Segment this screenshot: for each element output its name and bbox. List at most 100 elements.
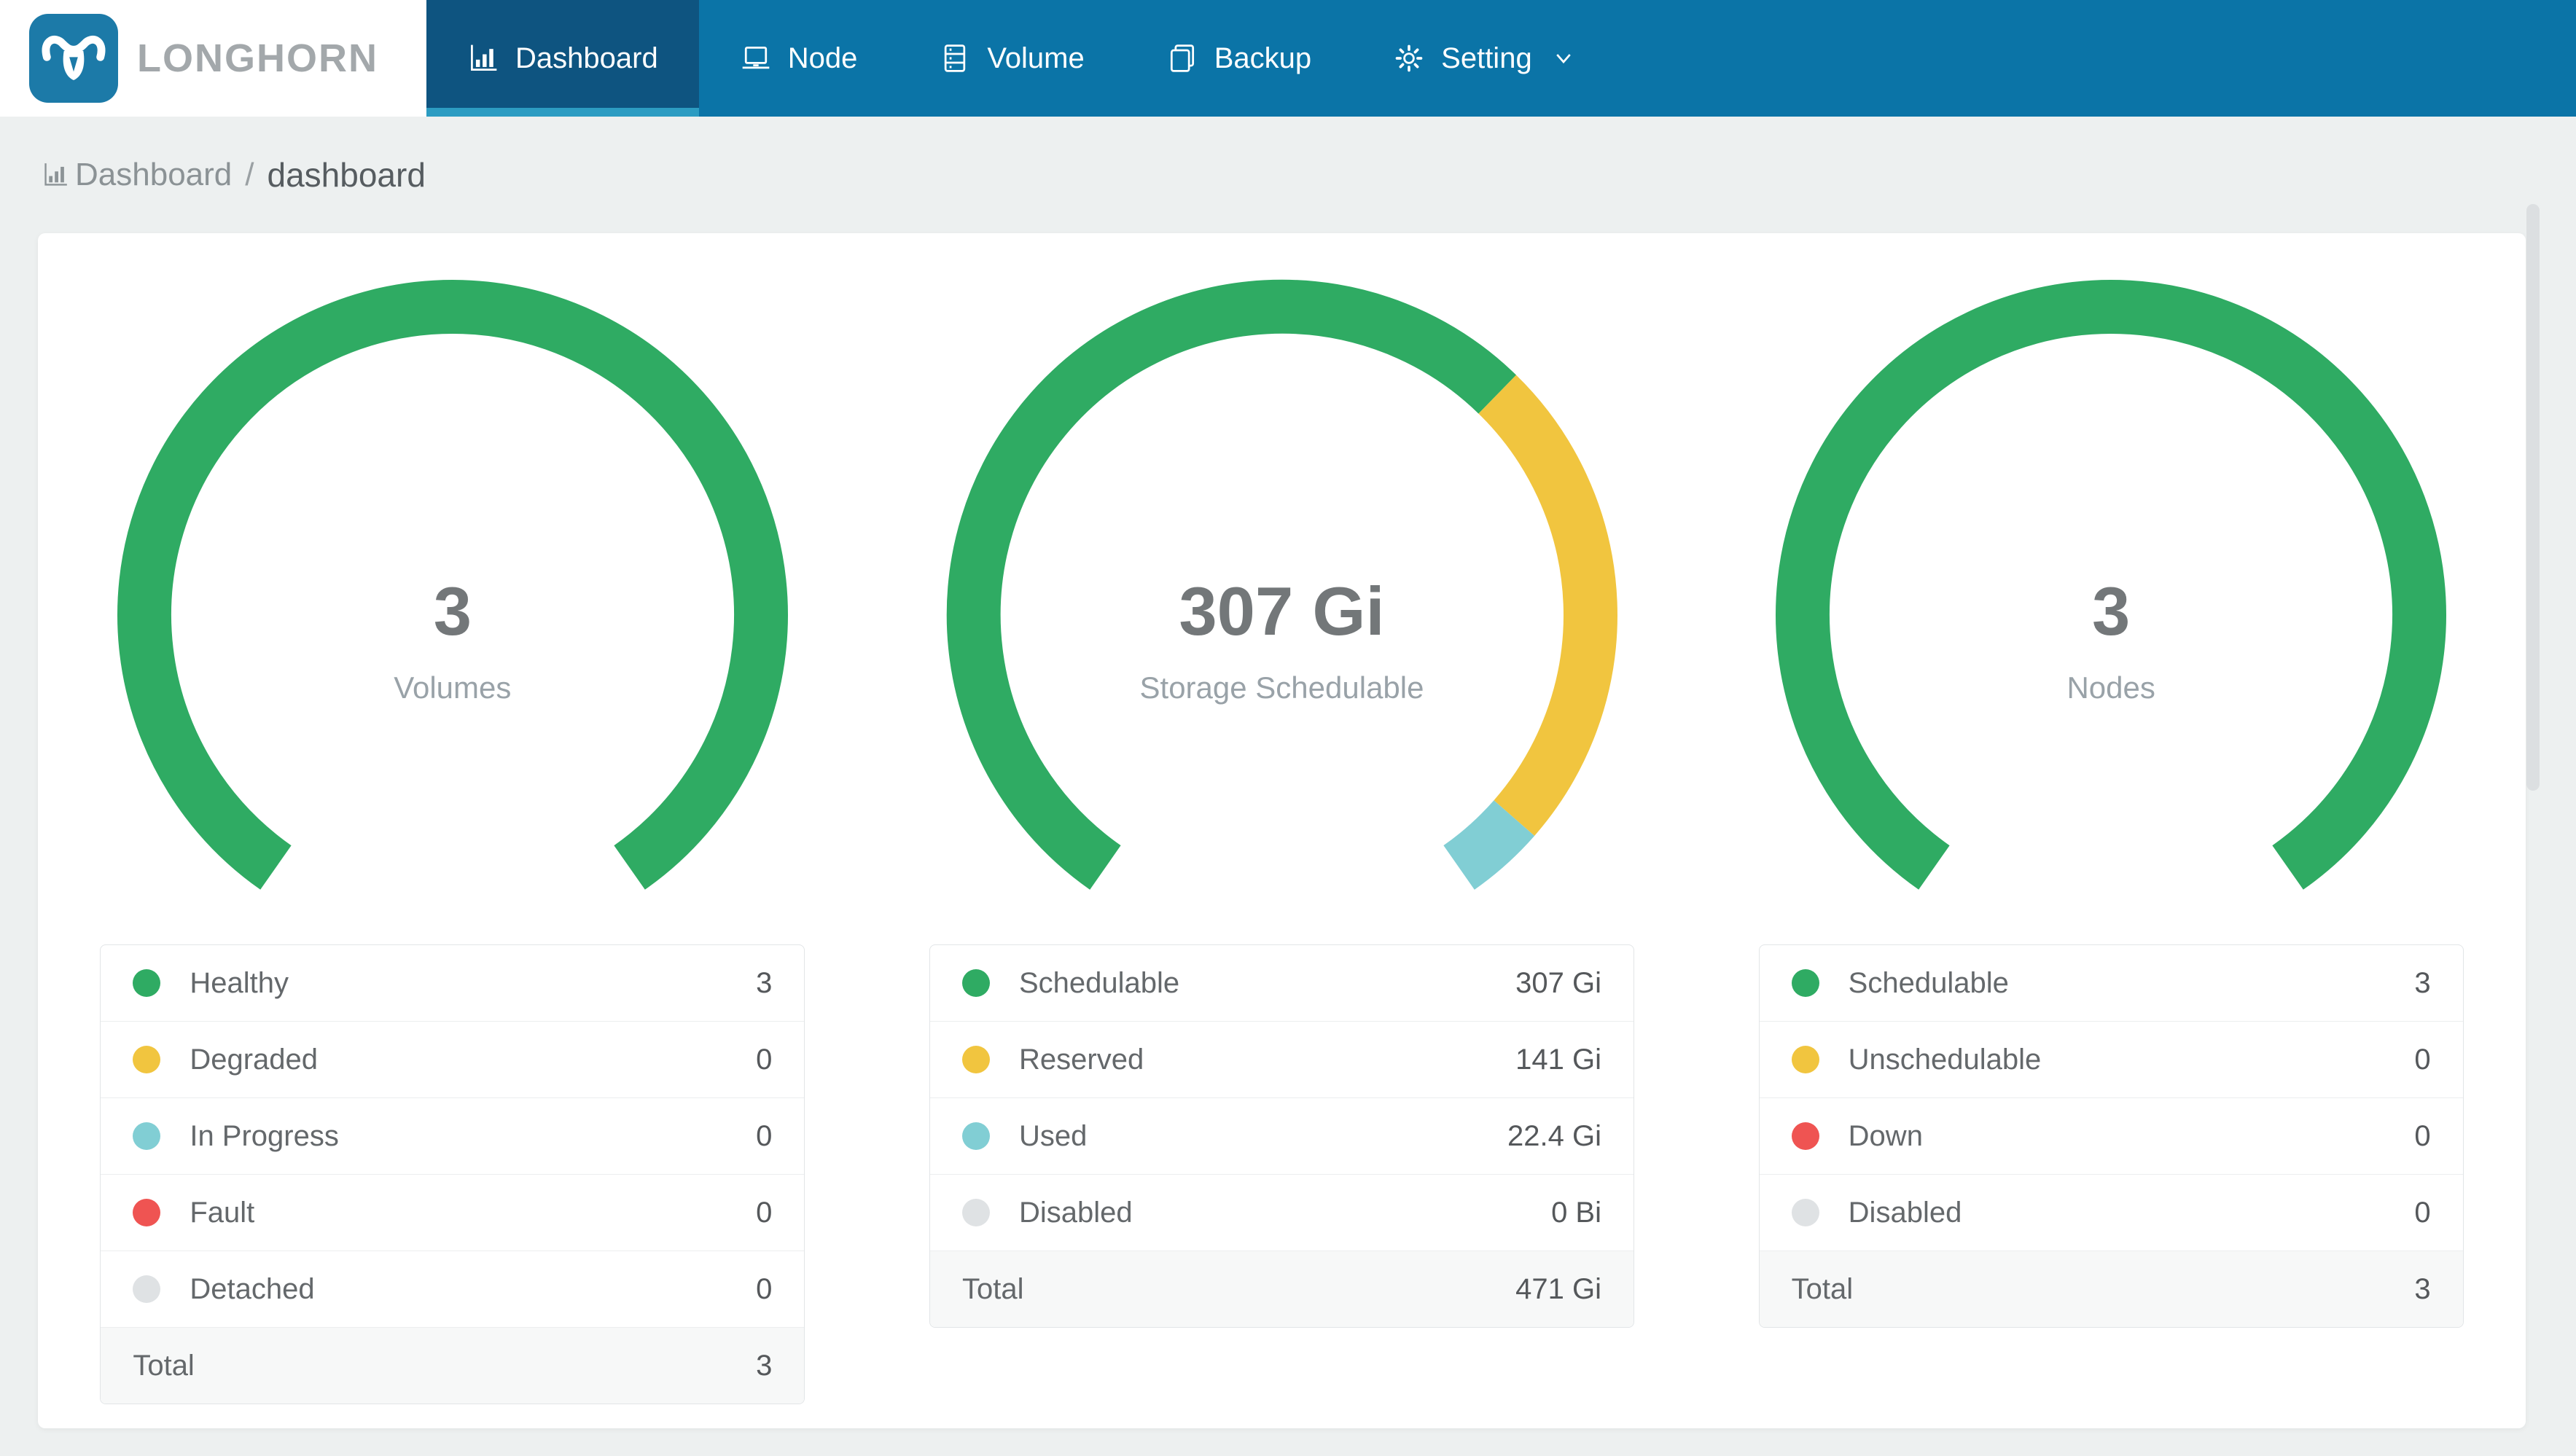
legend-label: Schedulable xyxy=(1848,966,2009,999)
nodes-gauge-center: 3 Nodes xyxy=(1768,577,2454,705)
legend-value: 22.4 Gi xyxy=(1507,1119,1601,1152)
table-row: Detached 0 xyxy=(101,1251,805,1328)
volumes-label: Volumes xyxy=(394,670,512,705)
dashboard-card: 3 Volumes Healthy 3 Degraded 0 In Progre… xyxy=(38,233,2526,1428)
table-row: Schedulable 307 Gi xyxy=(930,945,1634,1022)
top-nav: LONGHORN Dashboard Node xyxy=(0,0,2576,117)
table-total-row: Total 3 xyxy=(101,1328,805,1404)
gear-icon xyxy=(1393,42,1425,74)
table-row: Disabled 0 xyxy=(1759,1175,2463,1251)
total-value: 471 Gi xyxy=(1515,1272,1601,1305)
nav-tab-backup[interactable]: Backup xyxy=(1125,0,1352,117)
nodes-gauge-chart: 3 Nodes xyxy=(1768,273,2454,914)
legend-label: Used xyxy=(1019,1119,1088,1152)
legend-dot xyxy=(133,1275,161,1303)
nodes-legend-table: Schedulable 3 Unschedulable 0 Down 0 Dis… xyxy=(1758,944,2464,1328)
legend-value: 0 xyxy=(756,1119,773,1152)
table-row: In Progress 0 xyxy=(101,1098,805,1175)
volumes-gauge-chart: 3 Volumes xyxy=(110,273,795,914)
legend-dot xyxy=(133,1122,161,1150)
nodes-count: 3 xyxy=(2092,573,2131,649)
table-row: Reserved 141 Gi xyxy=(930,1022,1634,1098)
storage-chart-column: 307 Gi Storage Schedulable Schedulable 3… xyxy=(867,273,1697,1428)
legend-label: Reserved xyxy=(1019,1043,1144,1076)
legend-value: 3 xyxy=(756,966,773,999)
legend-dot xyxy=(962,1199,990,1226)
storage-gauge-arc xyxy=(940,273,1625,914)
legend-value: 0 xyxy=(756,1196,773,1229)
legend-dot xyxy=(962,1122,990,1150)
breadcrumb-separator: / xyxy=(245,157,254,192)
total-value: 3 xyxy=(2414,1272,2431,1305)
table-row: Degraded 0 xyxy=(101,1022,805,1098)
breadcrumb-dashboard-icon xyxy=(42,161,69,189)
table-row: Unschedulable 0 xyxy=(1759,1022,2463,1098)
legend-dot xyxy=(133,969,161,997)
breadcrumb-section[interactable]: Dashboard xyxy=(75,157,233,192)
total-label: Total xyxy=(1791,1272,1854,1305)
storage-gauge-chart: 307 Gi Storage Schedulable xyxy=(940,273,1625,914)
storage-schedulable-value: 307 Gi xyxy=(1179,573,1385,649)
nav-tab-setting[interactable]: Setting xyxy=(1352,0,1615,117)
legend-value: 0 Bi xyxy=(1551,1196,1601,1229)
legend-label: Degraded xyxy=(190,1043,319,1076)
nav-tab-dashboard[interactable]: Dashboard xyxy=(426,0,699,117)
legend-value: 307 Gi xyxy=(1515,966,1601,999)
table-row: Down 0 xyxy=(1759,1098,2463,1175)
nav-tab-label: Setting xyxy=(1441,42,1532,74)
brand-logo[interactable]: LONGHORN xyxy=(0,0,426,117)
table-row: Disabled 0 Bi xyxy=(930,1175,1634,1251)
storage-legend-table: Schedulable 307 Gi Reserved 141 Gi Used … xyxy=(929,944,1634,1328)
legend-dot xyxy=(1791,1199,1819,1226)
nav-tab-label: Backup xyxy=(1214,42,1312,74)
legend-value: 0 xyxy=(2414,1196,2431,1229)
breadcrumb: Dashboard / dashboard xyxy=(0,117,2576,233)
legend-value: 0 xyxy=(2414,1043,2431,1076)
legend-dot xyxy=(1791,969,1819,997)
table-row: Fault 0 xyxy=(101,1175,805,1251)
legend-value: 141 Gi xyxy=(1515,1043,1601,1076)
legend-label: Unschedulable xyxy=(1848,1043,2042,1076)
longhorn-logo-icon xyxy=(29,14,118,103)
bar-chart-icon xyxy=(467,42,499,74)
chevron-down-icon xyxy=(1553,47,1574,69)
brand-name: LONGHORN xyxy=(137,36,378,80)
legend-value: 0 xyxy=(756,1043,773,1076)
storage-schedulable-label: Storage Schedulable xyxy=(1139,670,1424,705)
nav-tab-label: Volume xyxy=(987,42,1085,74)
legend-label: Disabled xyxy=(1019,1196,1133,1229)
nodes-chart-column: 3 Nodes Schedulable 3 Unschedulable 0 Do… xyxy=(1696,273,2526,1428)
laptop-icon xyxy=(740,42,772,74)
storage-gauge-center: 307 Gi Storage Schedulable xyxy=(940,577,1625,705)
legend-label: Disabled xyxy=(1848,1196,1962,1229)
legend-dot xyxy=(962,969,990,997)
main-nav-tabs: Dashboard Node Volume xyxy=(426,0,1615,117)
database-icon xyxy=(939,42,971,74)
legend-label: Fault xyxy=(190,1196,255,1229)
nav-tab-volume[interactable]: Volume xyxy=(898,0,1125,117)
nav-tab-label: Node xyxy=(787,42,858,74)
table-row: Healthy 3 xyxy=(101,945,805,1022)
breadcrumb-page: dashboard xyxy=(267,156,426,194)
legend-label: Detached xyxy=(190,1272,315,1305)
volumes-gauge-arc xyxy=(110,273,795,914)
legend-label: Healthy xyxy=(190,966,289,999)
legend-dot xyxy=(133,1046,161,1073)
nav-tab-node[interactable]: Node xyxy=(699,0,899,117)
nav-tab-label: Dashboard xyxy=(515,42,658,74)
scrollbar[interactable] xyxy=(2526,204,2540,791)
legend-value: 0 xyxy=(756,1272,773,1305)
volumes-count: 3 xyxy=(433,573,472,649)
legend-dot xyxy=(133,1199,161,1226)
legend-dot xyxy=(1791,1046,1819,1073)
volumes-chart-column: 3 Volumes Healthy 3 Degraded 0 In Progre… xyxy=(38,273,867,1428)
legend-value: 3 xyxy=(2414,966,2431,999)
legend-dot xyxy=(962,1046,990,1073)
volumes-legend-table: Healthy 3 Degraded 0 In Progress 0 Fault… xyxy=(100,944,805,1404)
volumes-gauge-center: 3 Volumes xyxy=(110,577,795,705)
legend-label: Down xyxy=(1848,1119,1923,1152)
nodes-label: Nodes xyxy=(2066,670,2155,705)
legend-value: 0 xyxy=(2414,1119,2431,1152)
total-value: 3 xyxy=(756,1349,773,1382)
total-label: Total xyxy=(133,1349,195,1382)
